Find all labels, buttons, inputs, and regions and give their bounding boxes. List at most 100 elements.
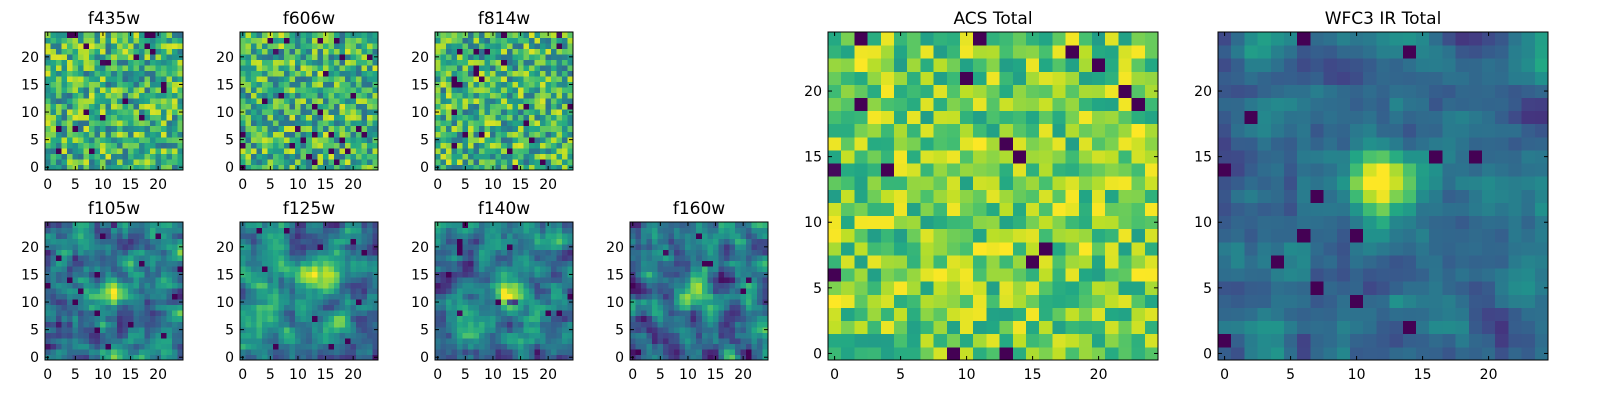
f125w-cell [300,310,307,317]
f606w-cell [245,120,252,127]
f606w-cell [372,120,379,127]
acs_total-cell [960,176,974,190]
f125w-cell [328,249,335,256]
f814w-cell [506,103,513,110]
f105w-cell [78,260,85,267]
f606w-cell [262,65,268,72]
f814w-cell [457,59,463,66]
f814w-cell [567,98,574,105]
acs_total-cell [1131,255,1146,269]
f125w-cell [256,238,263,245]
f125w-cell [339,337,346,344]
f814w-cell [473,164,480,171]
f140w-cell [539,321,546,328]
f160w-cell [674,222,681,228]
f435w-cell [133,98,140,105]
f105w-cell [89,299,96,306]
f160w-cell [657,227,664,234]
f160w-cell [718,337,725,344]
f814w-cell [457,65,463,72]
f125w-cell [267,233,274,239]
f125w-cell [240,332,246,339]
f140w-cell [528,266,535,273]
f814w-cell [484,43,491,49]
f125w-cell [339,266,346,273]
f814w-cell [528,32,535,38]
f125w-cell [328,315,335,322]
f105w-cell [177,310,184,317]
f125w-cell [267,337,274,344]
f814w-cell [451,158,458,165]
acs_total-cell [1092,215,1106,230]
f160w-cell [729,222,736,228]
f125w-cell [366,271,373,278]
f140w-cell [473,321,480,328]
f140w-cell [473,222,480,228]
f814w-cell [528,65,535,72]
f606w-cell [372,98,379,105]
f606w-cell [273,125,280,132]
f125w-cell [344,293,351,300]
f814w-cell [446,32,452,38]
f140w-cell [473,227,480,234]
f606w-cell [284,65,291,72]
f814w-cell [495,65,502,72]
f160w-cell [652,233,658,239]
f105w-cell [67,260,73,267]
f606w-cell [361,54,368,60]
f435w-cell [61,109,68,116]
f814w-cell [440,153,447,160]
f125w-cell [350,238,357,245]
f606w-cell [240,43,246,49]
acs_total-cell [907,202,921,217]
f125w-cell [366,348,373,355]
f160w-cell [685,227,692,234]
f105w-xtick-label: 0 [43,367,52,383]
f125w-cell [317,255,324,262]
acs_total-cell [1026,320,1040,335]
f160w-cell [668,288,675,295]
f160w-cell [646,326,653,333]
f105w-cell [133,354,140,361]
f125w-cell [361,299,368,306]
f125w-cell [284,255,291,262]
f140w-cell [484,277,491,284]
f606w-cell [284,37,291,44]
f125w-cell [322,310,329,317]
f606w-cell [284,153,291,160]
f105w-cell [50,354,57,361]
f814w-cell [528,136,535,143]
f160w-cell [729,227,736,234]
f435w-ytick-label: 0 [30,160,39,176]
f435w-cell [67,92,73,99]
f140w-cell [468,332,475,339]
f606w-cell [278,131,285,138]
f140w-cell [495,304,502,311]
f606w-cell [256,125,263,132]
f160w-cell [652,326,658,333]
f105w-cell [94,354,101,361]
f160w-cell [674,260,681,267]
acs_total-cell [1078,281,1093,295]
f125w-cell [366,277,373,284]
f160w-cell [751,233,758,239]
f125w-cell [251,354,257,361]
f105w-cell [83,222,90,228]
f140w-cell [539,266,546,273]
f125w-cell [366,310,373,317]
f435w-cell [61,43,68,49]
f606w-cell [328,142,335,149]
f814w-cell [479,65,486,72]
f105w-cell [50,244,57,250]
f435w-cell [116,54,123,60]
f814w-cell [567,142,574,149]
f160w-cell [657,348,664,355]
f814w-cell [457,32,463,38]
f125w-cell [339,299,346,306]
f140w-cell [556,260,563,267]
f140w-cell [556,271,563,278]
f125w-cell [245,222,252,228]
f606w-cell [333,153,340,160]
f105w-ytick-label: 0 [30,350,39,366]
f105w-cell [89,227,96,234]
